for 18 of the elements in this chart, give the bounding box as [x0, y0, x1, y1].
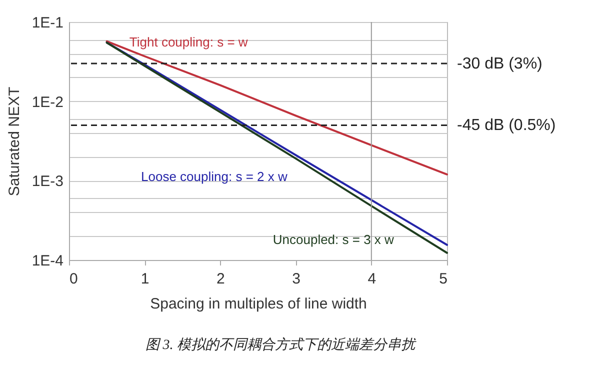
x-tick-label: 5	[439, 270, 448, 288]
y-tick-label: 1E-4	[32, 252, 64, 270]
series-label: Loose coupling: s = 2 x w	[141, 168, 288, 184]
y-tick-label: 1E-1	[32, 14, 64, 32]
ref-line-label: -30 dB (3%)	[457, 55, 542, 72]
y-axis-title: Saturated NEXT	[6, 86, 23, 196]
x-tick-label: 1	[140, 270, 150, 288]
caption: 图 3. 模拟的不同耦合方式下的近端差分串扰	[144, 336, 418, 354]
series-label: Tight coupling: s = w	[129, 34, 248, 50]
x-axis-title: Spacing in multiples of line width	[150, 296, 367, 312]
x-tick-label: 2	[216, 270, 225, 288]
x-tick-label: 4	[368, 270, 376, 288]
y-tick-label: 1E-2	[32, 94, 64, 111]
y-tick-label: 1E-3	[32, 173, 64, 190]
x-tick-label: 0	[70, 270, 78, 288]
x-tick-label: 3	[292, 270, 300, 288]
series-label: Uncoupled: s = 3 x w	[272, 232, 395, 247]
ref-line-label: -45 dB (0.5%)	[457, 117, 556, 134]
